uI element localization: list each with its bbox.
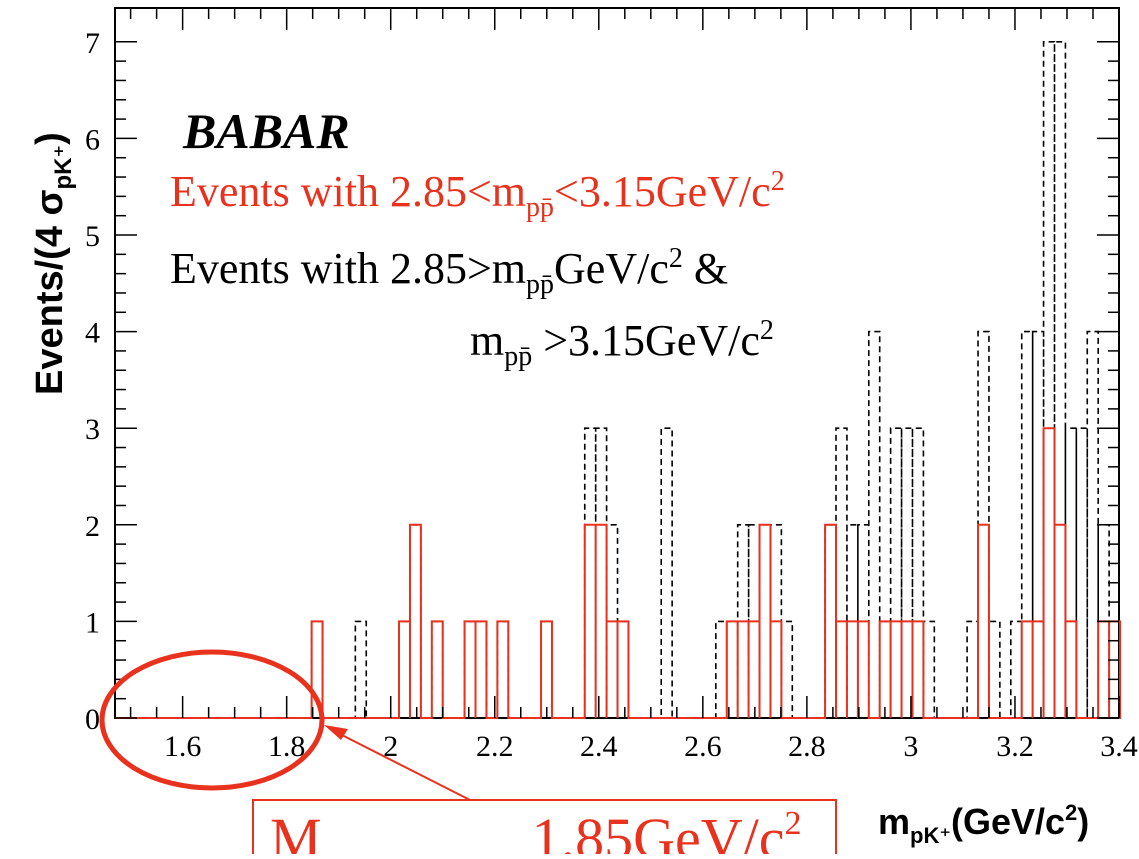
axis-tick-labels: 1.6 1.8 2 2.2 2.4 2.6 2.8 3 3.2 3.4 0 1 2 3 4 5 6 7 — [85, 27, 1138, 763]
y-tick-label: 4 — [85, 317, 100, 350]
x-tick-label: 3 — [903, 730, 918, 763]
y-tick-label: 2 — [85, 510, 100, 543]
x-tick-label: 1.8 — [268, 730, 306, 763]
babar-logo: BABAR — [182, 103, 350, 159]
x-tick-label: 2.6 — [684, 730, 722, 763]
legend-red-entry: Events with 2.85<mpp̄<3.15GeV/c2 — [170, 166, 785, 223]
y-tick-label: 3 — [85, 413, 100, 446]
x-tick-label: 3.4 — [1100, 730, 1138, 763]
highlight-ellipse — [99, 649, 325, 791]
histogram-solid-series — [115, 427, 1122, 719]
legend-black-entry-line2: mpp̄ >3.15GeV/c2 — [470, 315, 774, 372]
histogram-series — [115, 41, 1122, 719]
x-tick-label: 2.2 — [476, 730, 514, 763]
legend-black-entry-line1: Events with 2.85>mpp̄GeV/c2 & — [170, 243, 728, 300]
x-tick-label: 2.4 — [580, 730, 618, 763]
x-tick-label: 3.2 — [996, 730, 1034, 763]
y-tick-label: 6 — [85, 123, 100, 156]
y-tick-label: 7 — [85, 27, 100, 60]
annotation-box — [252, 799, 837, 859]
axis-ticks — [115, 8, 1120, 719]
y-tick-label: 5 — [85, 220, 100, 253]
y-tick-label: 1 — [85, 606, 100, 639]
y-tick-label: 0 — [85, 703, 100, 736]
x-tick-label: 1.6 — [164, 730, 202, 763]
annotation-text: M 1.85GeV/c2 — [270, 805, 801, 854]
x-tick-label: 2.8 — [788, 730, 826, 763]
annotation-arrow-head — [324, 725, 348, 740]
y-axis-label: Events/(4 σpK⁺) — [29, 132, 77, 395]
x-tick-label: 2 — [383, 730, 398, 763]
annotation-arrow-shaft — [333, 730, 471, 801]
x-axis-label: mpK⁺(GeV/c2) — [878, 800, 1089, 848]
